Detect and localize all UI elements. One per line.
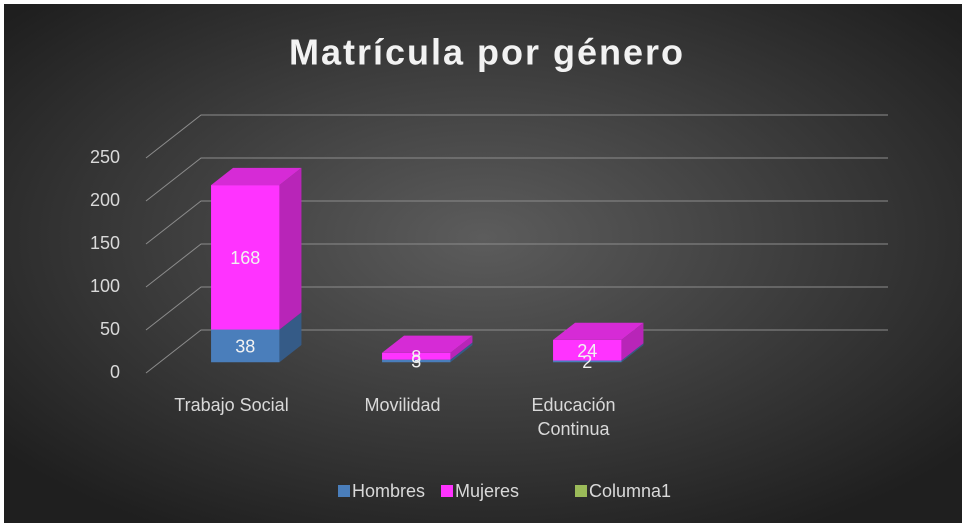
bar-side [621,322,644,361]
bar-front [553,339,622,361]
data-label: 3 [411,352,421,372]
data-label: 24 [577,341,597,361]
grid-line [145,286,888,331]
data-label: 2 [582,352,592,372]
chart-title: Matrícula por género [289,32,685,73]
bar-front [382,352,451,360]
bar-top [382,335,473,353]
legend-label: Mujeres [455,481,519,501]
x-tick-label: Trabajo Social [174,395,289,415]
y-tick-label: 100 [90,276,120,296]
bar-side [279,167,302,330]
y-tick-label: 200 [90,190,120,210]
grid-line [145,200,888,245]
x-tick-label: Movilidad [364,395,441,415]
bar-front [211,329,280,363]
legend-swatch [338,485,350,497]
bar-side [621,343,644,363]
bar-front [382,359,451,363]
grid-line [145,157,888,202]
bar-front [553,360,622,363]
data-label: 38 [235,337,255,357]
legend-swatch [441,485,453,497]
bar-top [553,322,644,340]
grid-line [145,114,888,159]
legend-label: Columna1 [589,481,671,501]
x-tick-label: Educación Continua [531,395,616,439]
y-tick-label: 250 [90,147,120,167]
bar-side [450,342,473,363]
data-label: 168 [230,248,260,268]
legend-label: Hombres [352,481,425,501]
bar-front [211,185,280,330]
grid-line [145,329,888,374]
bar-top [211,167,302,186]
y-tick-label: 50 [100,319,120,339]
data-label: 8 [411,347,421,367]
y-tick-label: 150 [90,233,120,253]
bar-side [279,312,302,363]
background [4,4,962,523]
bar-side [450,335,473,360]
y-tick-label: 0 [110,362,120,382]
legend-swatch [575,485,587,497]
grid-line [145,243,888,288]
